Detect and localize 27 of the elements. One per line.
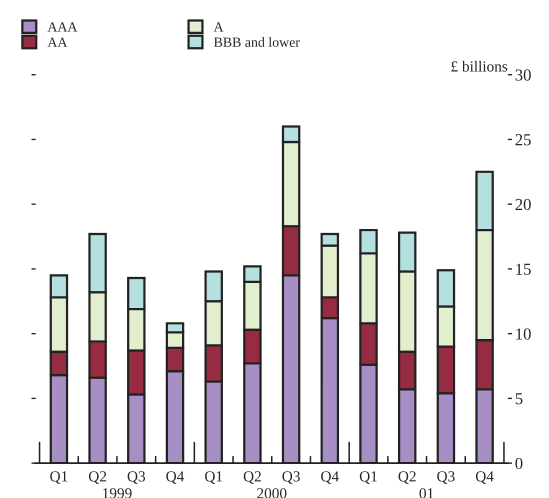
x-tick-label: Q2: [398, 471, 416, 484]
y-tick-label: 15: [516, 264, 531, 275]
legend-label: AAA: [47, 22, 78, 32]
text: 01: [420, 488, 434, 498]
y-tick-label: 10: [516, 328, 531, 340]
x-tick-label: Q2: [88, 471, 106, 484]
y-tick-label: 0: [515, 458, 522, 470]
y-tick-label: 5: [516, 393, 522, 404]
x-tick-label: Q4: [476, 471, 494, 484]
x-tick-label: Q1: [50, 471, 68, 484]
legend-label: A: [214, 22, 224, 32]
legend-label: BBB and lower: [214, 37, 300, 47]
text: 2000: [257, 488, 286, 498]
text: 1999: [103, 488, 132, 498]
x-tick-label: Q4: [321, 471, 339, 484]
x-tick-label: Q3: [128, 471, 146, 484]
x-tick-label: Q3: [282, 471, 300, 484]
x-tick-label: Q3: [437, 471, 455, 484]
y-tick-label: 20: [516, 198, 531, 210]
y-axis-title: £ billions: [451, 60, 508, 72]
x-tick-label: Q1: [204, 471, 222, 484]
y-tick-label: 25: [516, 134, 531, 146]
x-tick-label: Q4: [166, 471, 184, 484]
y-tick-label: 30: [516, 69, 531, 81]
x-tick-label: Q1: [360, 471, 377, 484]
x-tick-label: Q2: [244, 471, 261, 484]
legend-label: AA: [47, 38, 68, 47]
